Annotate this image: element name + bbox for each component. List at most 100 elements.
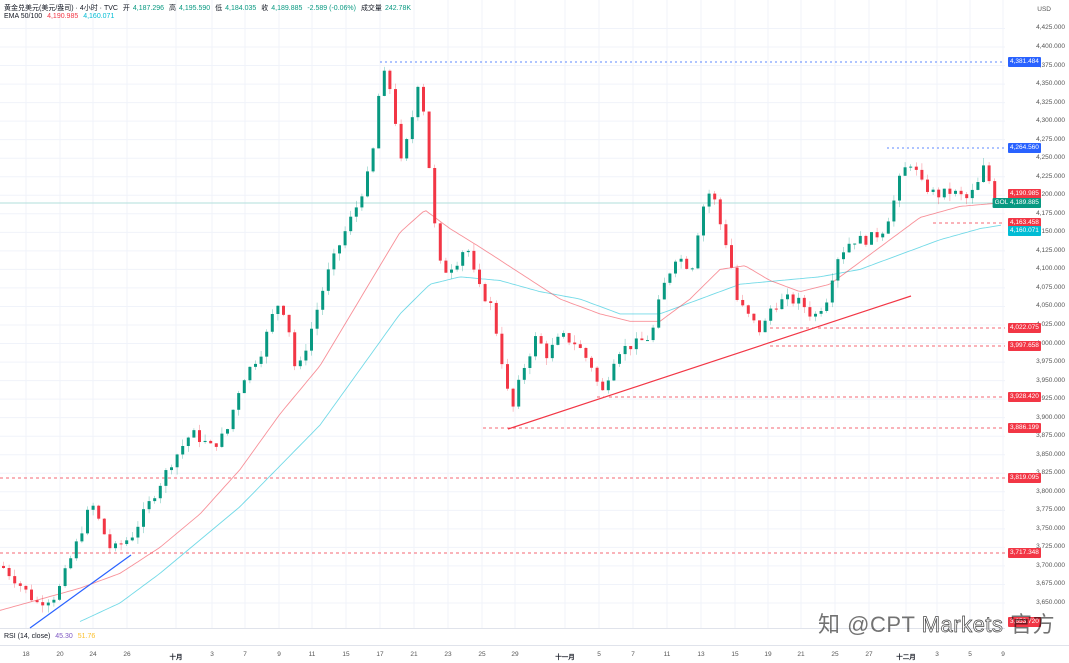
time-tick: 3 — [210, 651, 214, 658]
time-tick: 21 — [797, 651, 805, 658]
price-tick: 3,700.000 — [1036, 561, 1065, 569]
price-tick: 3,750.000 — [1036, 524, 1065, 532]
symbol-title: 黄金兑美元(美元/盎司) · 4小时 · TVC — [4, 5, 118, 12]
price-tick: 3,900.000 — [1036, 413, 1065, 421]
time-tick: 9 — [1001, 651, 1005, 658]
high-value: 4,195.590 — [179, 5, 211, 12]
grid — [0, 0, 1005, 628]
rsi-label: RSI (14, close) — [4, 633, 51, 640]
price-tick: 4,425.000 — [1036, 24, 1065, 32]
watermark: 知 @CPT Markets 官方 — [818, 612, 1056, 638]
last-price-tag: 4,160.071 — [1008, 226, 1041, 236]
ema-legend[interactable]: EMA 50/100 4,190.985 4,160.071 — [4, 13, 117, 20]
volume-value: 242.78K — [384, 5, 412, 12]
ema50-value: 4,190.985 — [47, 13, 79, 20]
time-tick: 5 — [597, 651, 601, 658]
time-tick: 17 — [376, 651, 384, 658]
time-tick: 21 — [410, 651, 418, 658]
price-level-tag: 4,264.560 — [1008, 143, 1041, 153]
time-tick: 18 — [22, 651, 30, 658]
last-price-tag: 4,190.985 — [1008, 189, 1041, 199]
close-value: 4,189.885 — [271, 5, 303, 12]
time-tick: 13 — [697, 651, 705, 658]
time-tick: 15 — [731, 651, 739, 658]
time-tick: 11 — [663, 651, 671, 658]
price-level-tag: 3,928.420 — [1008, 392, 1041, 402]
price-level-tag: 4,381.484 — [1008, 57, 1041, 67]
price-tick: 4,050.000 — [1036, 302, 1065, 310]
price-tick: 3,650.000 — [1036, 599, 1065, 606]
price-tick: 3,775.000 — [1036, 506, 1065, 514]
last-price-tag: 4,189.885 — [1008, 198, 1041, 208]
time-tick: 9 — [277, 651, 281, 658]
price-tick: 4,150.000 — [1036, 228, 1065, 236]
time-tick: 7 — [243, 651, 247, 658]
price-tick: 4,300.000 — [1036, 117, 1065, 125]
ema100-value: 4,160.071 — [83, 13, 115, 20]
price-tick: 4,025.000 — [1036, 321, 1065, 328]
price-tick: 4,250.000 — [1036, 154, 1065, 162]
time-tick: 十月 — [169, 654, 183, 661]
time-tick: 11 — [308, 651, 316, 658]
time-tick: 20 — [56, 651, 64, 658]
time-tick: 24 — [89, 651, 97, 658]
time-tick: 3 — [935, 651, 939, 658]
time-tick: 15 — [342, 651, 350, 658]
price-tick: 4,075.000 — [1036, 283, 1065, 291]
price-level-tag: 3,653.720 — [1008, 617, 1041, 627]
price-tick: 4,400.000 — [1036, 43, 1065, 50]
ema100-line[interactable] — [79, 224, 1002, 622]
support-red-trendline[interactable] — [507, 295, 912, 430]
price-tick: 4,350.000 — [1036, 80, 1065, 88]
symbol-tag: GOLD — [992, 198, 1015, 208]
price-tick: 3,825.000 — [1036, 469, 1065, 477]
time-tick: 十二月 — [896, 654, 916, 661]
price-tick: 3,950.000 — [1036, 376, 1065, 384]
time-tick: 25 — [831, 651, 839, 658]
price-tick: 4,200.000 — [1036, 191, 1065, 199]
price-tick: 4,175.000 — [1036, 209, 1065, 217]
candles — [2, 66, 1002, 613]
price-tick: 3,850.000 — [1036, 450, 1065, 458]
price-tick: 4,325.000 — [1036, 98, 1065, 106]
support-blue-trendline[interactable] — [29, 554, 132, 629]
price-tick: 4,125.000 — [1036, 246, 1065, 254]
time-tick: 十一月 — [555, 654, 575, 661]
time-tick: 7 — [631, 651, 635, 658]
rsi-value: 45.30 — [55, 633, 73, 640]
time-tick: 29 — [511, 651, 519, 658]
price-tick: 4,100.000 — [1036, 265, 1065, 273]
price-tick: 3,800.000 — [1036, 487, 1065, 495]
price-level-tag: 4,163.458 — [1008, 218, 1041, 228]
price-tick: 4,375.000 — [1036, 61, 1065, 69]
ema-label: EMA 50/100 — [4, 13, 43, 20]
price-tick: 3,675.000 — [1036, 580, 1065, 588]
price-tick: 4,225.000 — [1036, 172, 1065, 180]
rsi-legend[interactable]: RSI (14, close) 45.30 51.76 — [4, 633, 98, 640]
price-tick: 3,875.000 — [1036, 432, 1065, 440]
change-value: -2.589 (-0.06%) — [307, 5, 356, 12]
price-level-tag: 4,022.075 — [1008, 323, 1041, 333]
chart-legend-ohlc: 黄金兑美元(美元/盎司) · 4小时 · TVC 开 4,187.296 高 4,1… — [4, 5, 412, 12]
price-tick: 3,975.000 — [1036, 358, 1065, 366]
time-tick: 19 — [764, 651, 772, 658]
price-level-tag: 3,819.095 — [1008, 473, 1041, 483]
time-tick: 27 — [865, 651, 873, 658]
time-tick: 5 — [968, 651, 972, 658]
price-tick: 3,725.000 — [1036, 543, 1065, 551]
currency-label: USD — [1037, 6, 1051, 13]
price-level-tag: 3,997.658 — [1008, 341, 1041, 351]
time-tick: 25 — [478, 651, 486, 658]
price-level-tag: 3,717.348 — [1008, 548, 1041, 558]
price-tick: 4,000.000 — [1036, 339, 1065, 347]
price-level-tag: 3,886.199 — [1008, 423, 1041, 433]
price-tick: 3,925.000 — [1036, 395, 1065, 403]
price-tick: 4,275.000 — [1036, 135, 1065, 143]
low-value: 4,184.035 — [225, 5, 257, 12]
time-tick: 26 — [123, 651, 131, 658]
rsi-ma-value: 51.76 — [77, 633, 96, 640]
ema50-line[interactable] — [0, 202, 1003, 611]
time-tick: 23 — [444, 651, 452, 658]
open-value: 4,187.296 — [132, 5, 165, 12]
